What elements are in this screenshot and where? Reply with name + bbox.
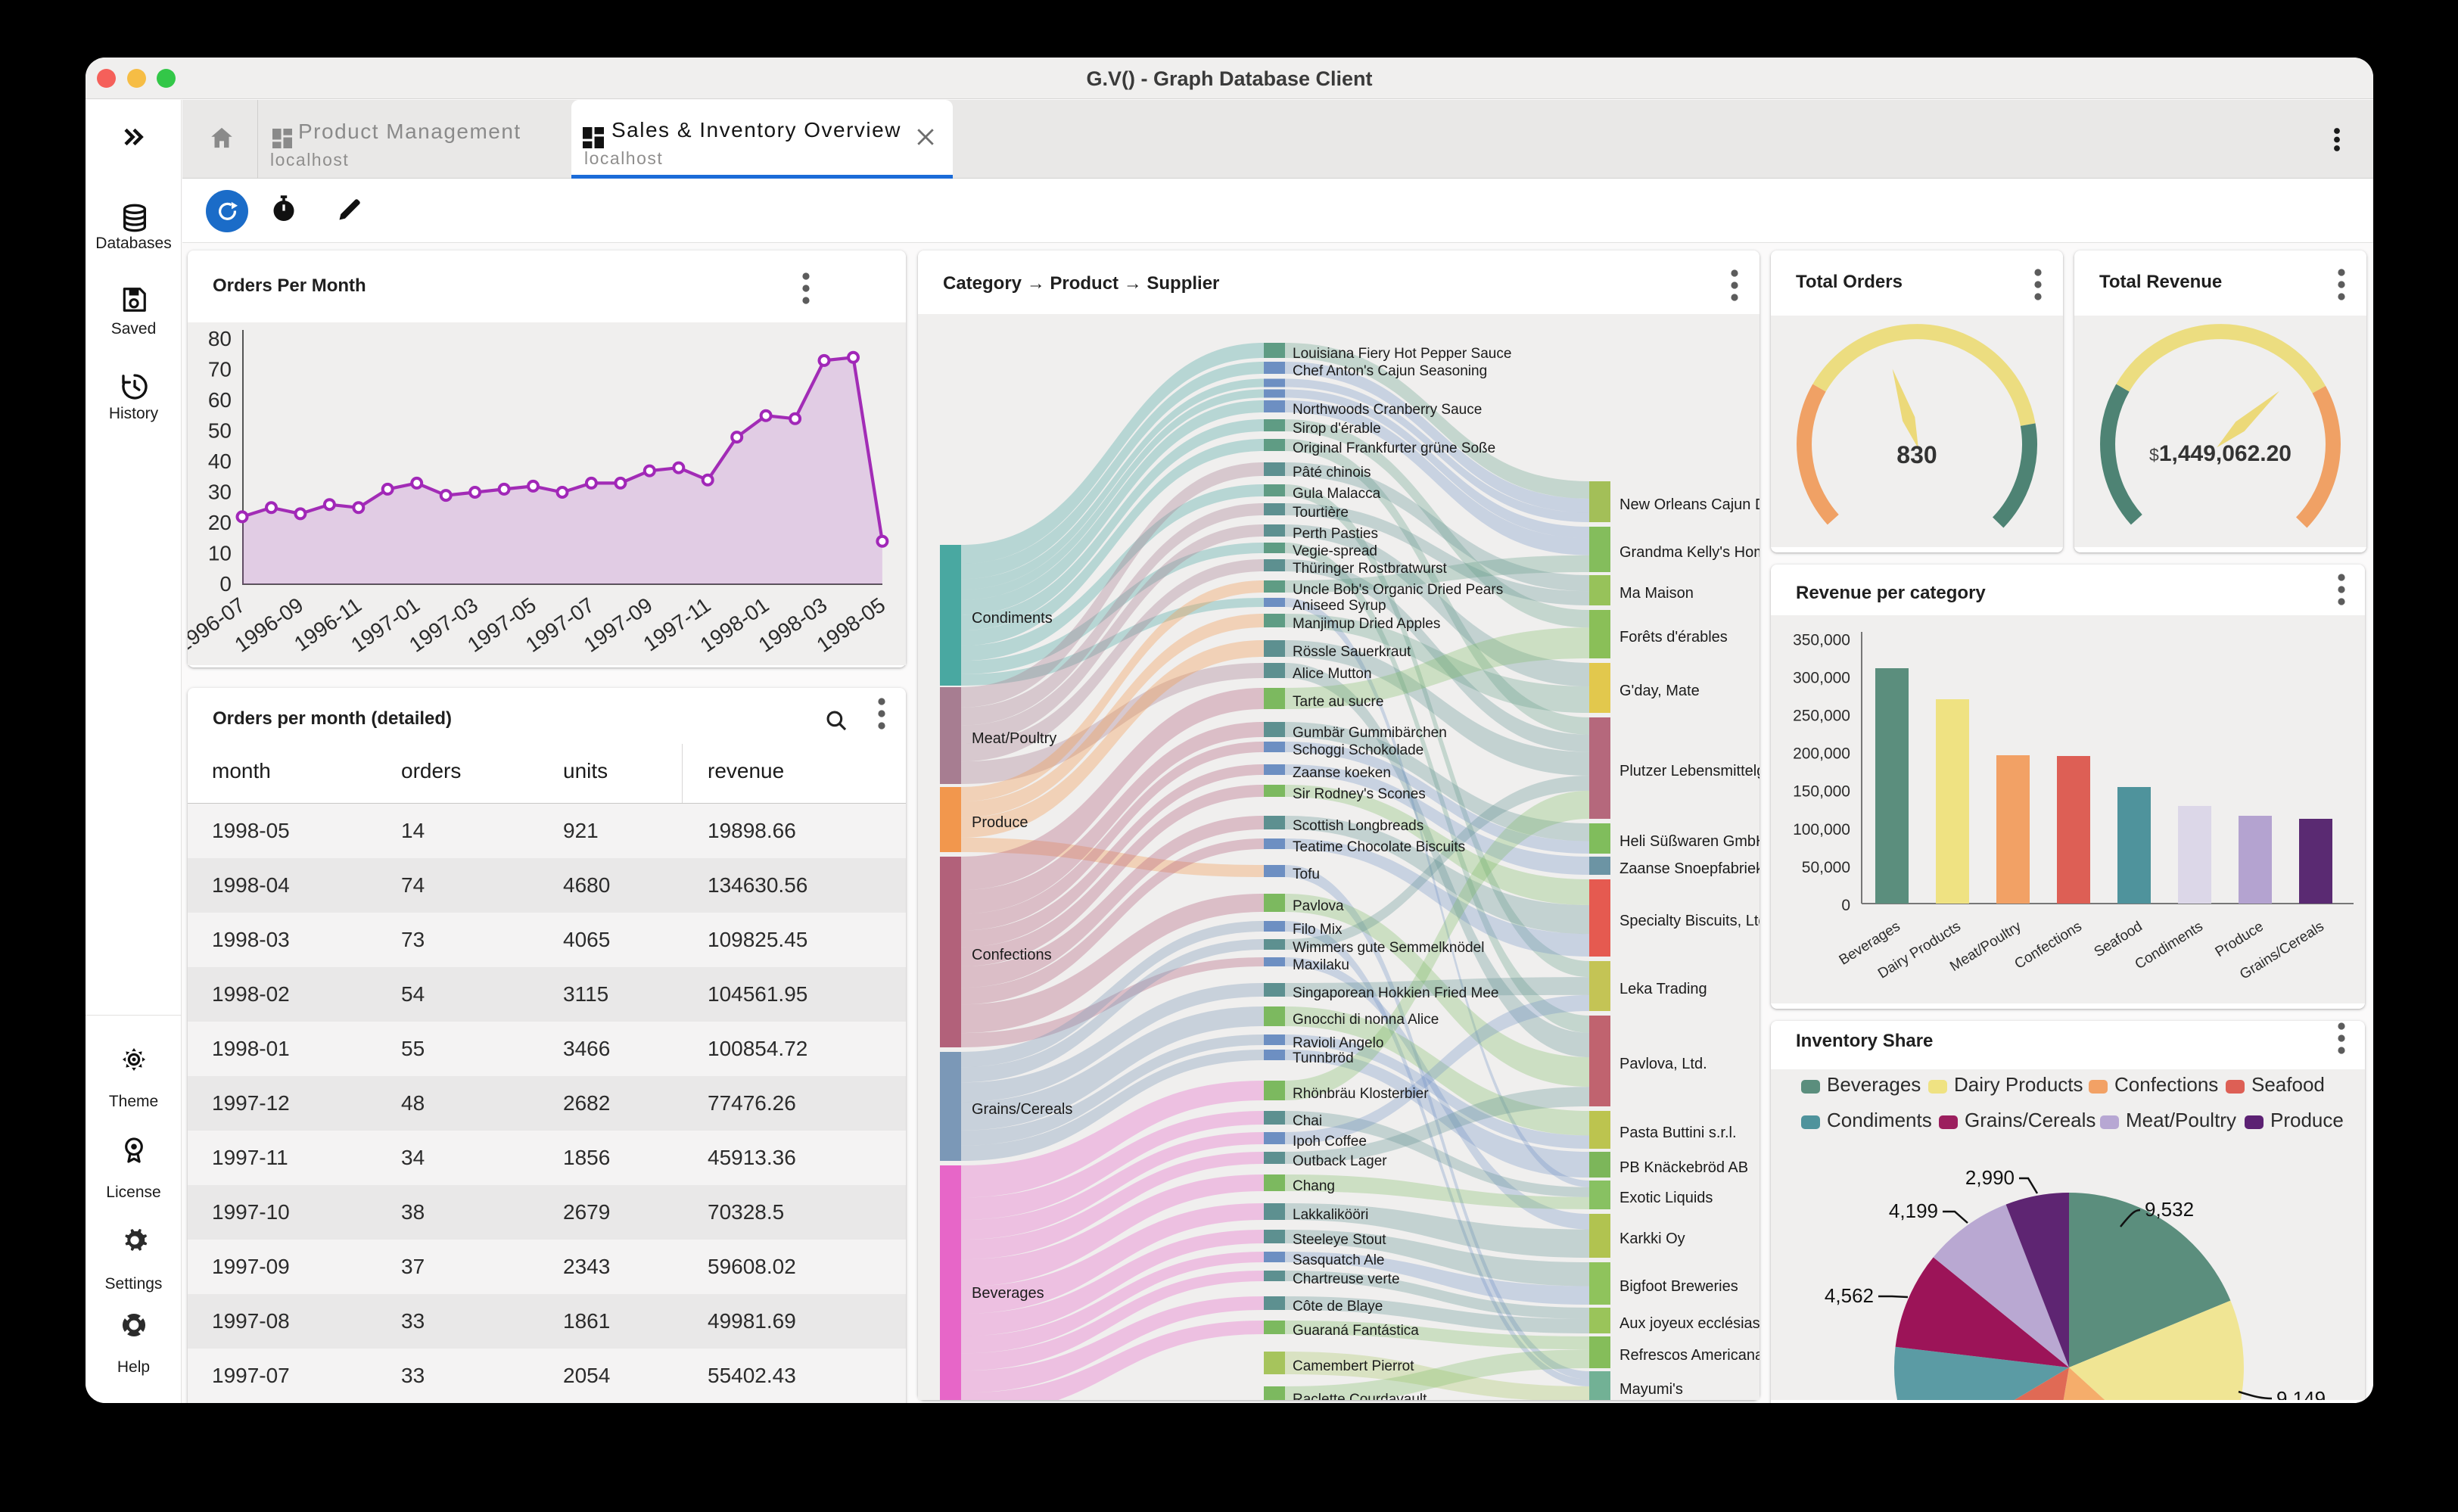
- svg-text:Sir Rodney's Scones: Sir Rodney's Scones: [1293, 786, 1426, 802]
- svg-text:G'day, Mate: G'day, Mate: [1619, 683, 1700, 699]
- svg-text:Zaanse Snoepfabriek: Zaanse Snoepfabriek: [1619, 860, 1759, 877]
- svg-text:4,562: 4,562: [1825, 1284, 1874, 1307]
- svg-text:Camembert Pierrot: Camembert Pierrot: [1293, 1358, 1414, 1374]
- svg-text:250,000: 250,000: [1793, 708, 1850, 725]
- svg-text:Condiments: Condiments: [972, 610, 1053, 627]
- svg-text:200,000: 200,000: [1793, 745, 1850, 763]
- svg-text:Heli Süßwaren GmbH & Co. KG: Heli Süßwaren GmbH & Co. KG: [1619, 833, 1759, 850]
- svg-text:Produce: Produce: [972, 814, 1028, 831]
- svg-text:Sasquatch Ale: Sasquatch Ale: [1293, 1252, 1384, 1268]
- svg-text:Gumbär Gummibärchen: Gumbär Gummibärchen: [1293, 725, 1447, 741]
- svg-text:Uncle Bob's Organic Dried Pear: Uncle Bob's Organic Dried Pears: [1293, 582, 1503, 598]
- svg-text:Teatime Chocolate Biscuits: Teatime Chocolate Biscuits: [1293, 839, 1465, 855]
- svg-text:9,532: 9,532: [2145, 1198, 2194, 1221]
- svg-text:Original Frankfurter grüne Soß: Original Frankfurter grüne Soße: [1293, 440, 1495, 456]
- svg-text:Gnocchi di nonna Alice: Gnocchi di nonna Alice: [1293, 1012, 1439, 1028]
- svg-text:Forêts d'érables: Forêts d'érables: [1619, 629, 1728, 646]
- svg-text:Bigfoot Breweries: Bigfoot Breweries: [1619, 1278, 1738, 1295]
- svg-text:Specialty Biscuits, Ltd.: Specialty Biscuits, Ltd.: [1619, 913, 1759, 929]
- svg-text:Alice Mutton: Alice Mutton: [1293, 666, 1372, 682]
- svg-text:Meat/Poultry: Meat/Poultry: [972, 730, 1056, 747]
- svg-text:Côte de Blaye: Côte de Blaye: [1293, 1299, 1383, 1314]
- svg-text:0: 0: [1841, 897, 1850, 914]
- svg-text:Pavlova: Pavlova: [1293, 898, 1344, 914]
- svg-text:Refrescos Americanas LTDA: Refrescos Americanas LTDA: [1619, 1347, 1759, 1364]
- svg-text:Chang: Chang: [1293, 1178, 1335, 1194]
- svg-text:Seafood: Seafood: [2092, 919, 2145, 960]
- svg-text:Manjimup Dried Apples: Manjimup Dried Apples: [1293, 616, 1440, 632]
- svg-text:Pavlova, Ltd.: Pavlova, Ltd.: [1619, 1056, 1707, 1072]
- svg-text:50,000: 50,000: [1802, 859, 1850, 876]
- svg-text:Karkki Oy: Karkki Oy: [1619, 1230, 1685, 1247]
- svg-text:Aniseed Syrup: Aniseed Syrup: [1293, 598, 1386, 614]
- svg-text:Outback Lager: Outback Lager: [1293, 1153, 1387, 1169]
- svg-text:Pâté chinois: Pâté chinois: [1293, 465, 1371, 481]
- svg-text:30: 30: [208, 481, 232, 504]
- svg-text:Northwoods Cranberry Sauce: Northwoods Cranberry Sauce: [1293, 402, 1482, 418]
- svg-text:9,149: 9,149: [2276, 1387, 2326, 1400]
- svg-text:80: 80: [208, 327, 232, 350]
- svg-text:Steeleye Stout: Steeleye Stout: [1293, 1232, 1386, 1248]
- svg-text:New Orleans Cajun Delights: New Orleans Cajun Delights: [1619, 496, 1759, 513]
- svg-text:20: 20: [208, 511, 232, 534]
- svg-text:150,000: 150,000: [1793, 783, 1850, 801]
- svg-text:Perth Pasties: Perth Pasties: [1293, 526, 1378, 542]
- svg-text:Aux joyeux ecclésiastiques: Aux joyeux ecclésiastiques: [1619, 1315, 1759, 1332]
- svg-text:Beverages: Beverages: [972, 1285, 1044, 1302]
- svg-text:Grandma Kelly's Homestead: Grandma Kelly's Homestead: [1619, 544, 1759, 561]
- svg-text:Tofu: Tofu: [1293, 866, 1320, 882]
- svg-text:60: 60: [208, 388, 232, 412]
- svg-text:Plutzer Lebensmittelgroßmärkte: Plutzer Lebensmittelgroßmärkte AG: [1619, 763, 1759, 779]
- svg-text:Chartreuse verte: Chartreuse verte: [1293, 1271, 1400, 1287]
- svg-text:Schoggi Schokolade: Schoggi Schokolade: [1293, 742, 1423, 758]
- svg-text:Tunnbröd: Tunnbröd: [1293, 1050, 1354, 1066]
- svg-text:Produce: Produce: [2213, 919, 2267, 960]
- svg-text:5,998: 5,998: [1816, 1398, 1865, 1400]
- svg-text:Tourtière: Tourtière: [1293, 505, 1349, 521]
- svg-text:Filo Mix: Filo Mix: [1293, 922, 1343, 938]
- svg-text:Scottish Longbreads: Scottish Longbreads: [1293, 818, 1423, 834]
- svg-text:50: 50: [208, 419, 232, 443]
- svg-text:Vegie-spread: Vegie-spread: [1293, 543, 1377, 559]
- svg-text:2,990: 2,990: [1965, 1166, 2015, 1189]
- svg-text:Pasta Buttini s.r.l.: Pasta Buttini s.r.l.: [1619, 1125, 1737, 1141]
- svg-text:0: 0: [219, 572, 232, 596]
- svg-text:Thüringer Rostbratwurst: Thüringer Rostbratwurst: [1293, 561, 1448, 577]
- svg-text:40: 40: [208, 450, 232, 473]
- svg-text:Ipoh Coffee: Ipoh Coffee: [1293, 1134, 1367, 1150]
- svg-text:4,199: 4,199: [1889, 1199, 1938, 1222]
- svg-text:Tarte au sucre: Tarte au sucre: [1293, 694, 1383, 710]
- svg-text:Louisiana Fiery Hot Pepper Sau: Louisiana Fiery Hot Pepper Sauce: [1293, 346, 1511, 362]
- svg-text:Ma Maison: Ma Maison: [1619, 585, 1694, 602]
- svg-text:Condiments: Condiments: [2133, 919, 2206, 973]
- svg-text:Ravioli Angelo: Ravioli Angelo: [1293, 1035, 1383, 1051]
- svg-text:100,000: 100,000: [1793, 821, 1850, 838]
- svg-text:Zaanse koeken: Zaanse koeken: [1293, 765, 1391, 781]
- svg-text:Rössle Sauerkraut: Rössle Sauerkraut: [1293, 644, 1411, 660]
- svg-text:Lakkalikööri: Lakkalikööri: [1293, 1207, 1368, 1223]
- svg-text:70: 70: [208, 358, 232, 381]
- svg-text:Sirop d'érable: Sirop d'érable: [1293, 421, 1381, 437]
- svg-text:Rhönbräu Klosterbier: Rhönbräu Klosterbier: [1293, 1086, 1429, 1102]
- svg-text:Wimmers gute Semmelknödel: Wimmers gute Semmelknödel: [1293, 940, 1484, 956]
- svg-text:Singaporean Hokkien Fried Mee: Singaporean Hokkien Fried Mee: [1293, 985, 1499, 1001]
- svg-text:Maxilaku: Maxilaku: [1293, 957, 1349, 973]
- svg-text:Confections: Confections: [972, 947, 1052, 963]
- svg-text:Chai: Chai: [1293, 1113, 1322, 1129]
- svg-text:Leka Trading: Leka Trading: [1619, 981, 1707, 997]
- svg-text:300,000: 300,000: [1793, 669, 1850, 686]
- svg-text:Grains/Cereals: Grains/Cereals: [972, 1101, 1072, 1118]
- svg-text:Gula Malacca: Gula Malacca: [1293, 486, 1381, 502]
- svg-text:Exotic Liquids: Exotic Liquids: [1619, 1190, 1713, 1206]
- svg-text:PB Knäckebröd AB: PB Knäckebröd AB: [1619, 1159, 1748, 1176]
- svg-text:350,000: 350,000: [1793, 631, 1850, 649]
- svg-text:10: 10: [208, 542, 232, 565]
- svg-text:Confections: Confections: [2012, 919, 2085, 972]
- svg-text:Mayumi's: Mayumi's: [1619, 1381, 1683, 1398]
- svg-text:Guaraná Fantástica: Guaraná Fantástica: [1293, 1323, 1419, 1339]
- svg-text:Raclette Courdavault: Raclette Courdavault: [1293, 1392, 1427, 1400]
- svg-text:Chef Anton's Cajun Seasoning: Chef Anton's Cajun Seasoning: [1293, 363, 1487, 379]
